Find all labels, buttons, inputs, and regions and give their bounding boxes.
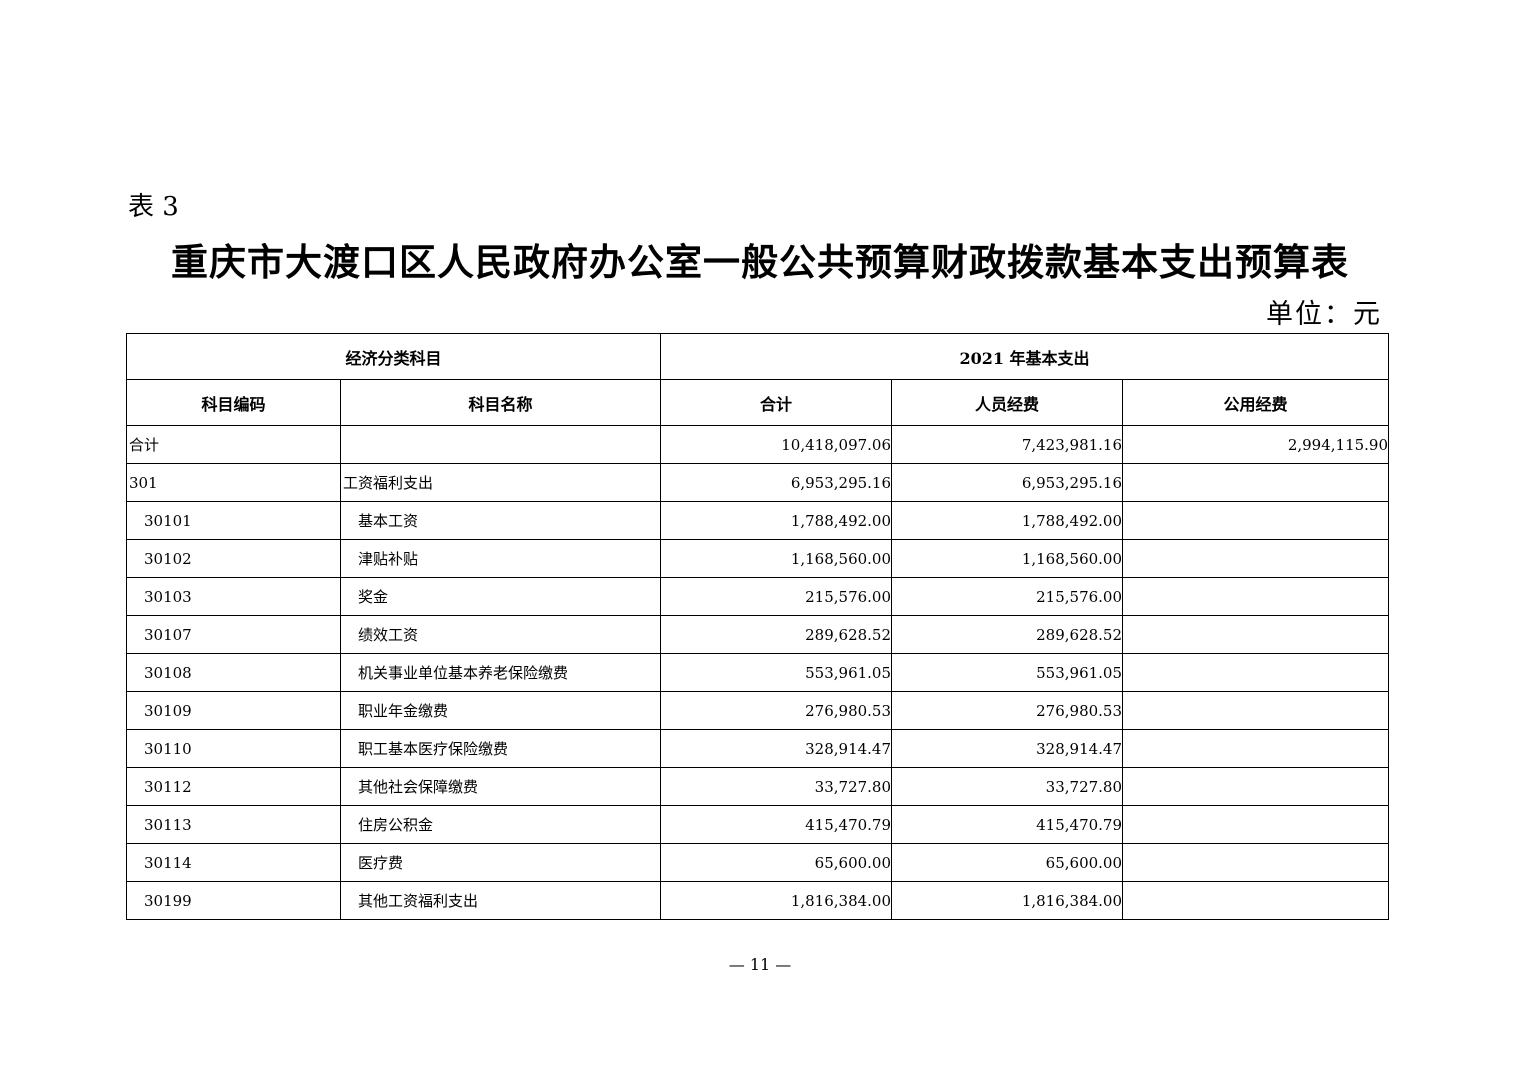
code-cell: 30114 [126,843,341,882]
total-cell: 553,961.05 [660,653,893,692]
name-cell: 奖金 [339,577,662,616]
table-row: 30109 职业年金缴费 276,980.53 276,980.53 [126,691,1390,730]
public-cell [1122,577,1390,616]
total-cell: 328,914.47 [660,729,893,768]
budget-table: 经济分类科目 2021 年基本支出 科目编码 科目名称 合计 人员经费 公用经费… [125,333,1390,920]
public-cell [1122,463,1390,502]
code-cell: 30110 [126,729,341,768]
code-cell: 30102 [126,539,341,578]
code-cell: 30109 [126,691,341,730]
code-cell: 30108 [126,653,341,692]
group-header-row: 经济分类科目 2021 年基本支出 [125,333,1390,380]
personnel-cell: 6,953,295.16 [891,463,1124,502]
total-cell: 6,953,295.16 [660,463,893,502]
name-cell [339,425,662,464]
personnel-cell: 553,961.05 [891,653,1124,692]
table-row: 30103 奖金 215,576.00 215,576.00 [126,577,1390,616]
total-cell: 65,600.00 [660,843,893,882]
table-row: 30102 津贴补贴 1,168,560.00 1,168,560.00 [126,539,1390,578]
code-cell: 30101 [126,501,341,540]
header-basic-expenditure-2021: 2021 年基本支出 [660,333,1390,380]
code-cell: 合计 [126,425,341,464]
table-label: 表 3 [128,192,179,222]
header-personnel: 人员经费 [891,379,1124,426]
personnel-cell: 7,423,981.16 [891,425,1124,464]
name-cell: 机关事业单位基本养老保险缴费 [339,653,662,692]
public-cell [1122,767,1390,806]
personnel-cell: 65,600.00 [891,843,1124,882]
public-cell [1122,501,1390,540]
public-cell [1122,691,1390,730]
total-cell: 1,816,384.00 [660,881,893,920]
personnel-cell: 328,914.47 [891,729,1124,768]
code-cell: 301 [126,463,341,502]
code-cell: 30107 [126,615,341,654]
public-cell [1122,805,1390,844]
page-title: 重庆市大渡口区人民政府办公室一般公共预算财政拨款基本支出预算表 [171,240,1349,284]
code-cell: 30103 [126,577,341,616]
code-cell: 30113 [126,805,341,844]
table-row: 30110 职工基本医疗保险缴费 328,914.47 328,914.47 [126,729,1390,768]
header-public: 公用经费 [1122,379,1390,426]
personnel-cell: 1,788,492.00 [891,501,1124,540]
total-cell: 33,727.80 [660,767,893,806]
name-cell: 其他社会保障缴费 [339,767,662,806]
table-row: 合计 10,418,097.06 7,423,981.16 2,994,115.90 [126,425,1390,464]
name-cell: 其他工资福利支出 [339,881,662,920]
public-cell [1122,653,1390,692]
table-row: 30101 基本工资 1,788,492.00 1,788,492.00 [126,501,1390,540]
code-cell: 30112 [126,767,341,806]
public-cell [1122,843,1390,882]
table-row: 301 工资福利支出 6,953,295.16 6,953,295.16 [126,463,1390,502]
table-row: 30114 医疗费 65,600.00 65,600.00 [126,843,1390,882]
table-row: 30113 住房公积金 415,470.79 415,470.79 [126,805,1390,844]
public-cell [1122,729,1390,768]
name-cell: 津贴补贴 [339,539,662,578]
table-row: 30112 其他社会保障缴费 33,727.80 33,727.80 [126,767,1390,806]
personnel-cell: 289,628.52 [891,615,1124,654]
name-cell: 住房公积金 [339,805,662,844]
public-cell: 2,994,115.90 [1122,425,1390,464]
name-cell: 绩效工资 [339,615,662,654]
column-header-row: 科目编码 科目名称 合计 人员经费 公用经费 [126,379,1390,426]
public-cell [1122,615,1390,654]
personnel-cell: 276,980.53 [891,691,1124,730]
total-cell: 1,168,560.00 [660,539,893,578]
total-cell: 1,788,492.00 [660,501,893,540]
unit-label: 单位：元 [1266,299,1382,330]
personnel-cell: 1,168,560.00 [891,539,1124,578]
public-cell [1122,881,1390,920]
table-row: 30199 其他工资福利支出 1,816,384.00 1,816,384.00 [126,881,1390,920]
public-cell [1122,539,1390,578]
total-cell: 215,576.00 [660,577,893,616]
personnel-cell: 415,470.79 [891,805,1124,844]
total-cell: 276,980.53 [660,691,893,730]
header-economic-classification: 经济分类科目 [125,333,662,380]
name-cell: 医疗费 [339,843,662,882]
personnel-cell: 215,576.00 [891,577,1124,616]
name-cell: 职工基本医疗保险缴费 [339,729,662,768]
header-name: 科目名称 [339,379,662,426]
total-cell: 289,628.52 [660,615,893,654]
table-row: 30107 绩效工资 289,628.52 289,628.52 [126,615,1390,654]
header-code: 科目编码 [126,379,341,426]
personnel-cell: 33,727.80 [891,767,1124,806]
total-cell: 415,470.79 [660,805,893,844]
header-total: 合计 [660,379,893,426]
name-cell: 工资福利支出 [339,463,662,502]
page-number: — 11 — [728,955,792,974]
name-cell: 职业年金缴费 [339,691,662,730]
code-cell: 30199 [126,881,341,920]
name-cell: 基本工资 [339,501,662,540]
personnel-cell: 1,816,384.00 [891,881,1124,920]
table-row: 30108 机关事业单位基本养老保险缴费 553,961.05 553,961.05 [126,653,1390,692]
total-cell: 10,418,097.06 [660,425,893,464]
